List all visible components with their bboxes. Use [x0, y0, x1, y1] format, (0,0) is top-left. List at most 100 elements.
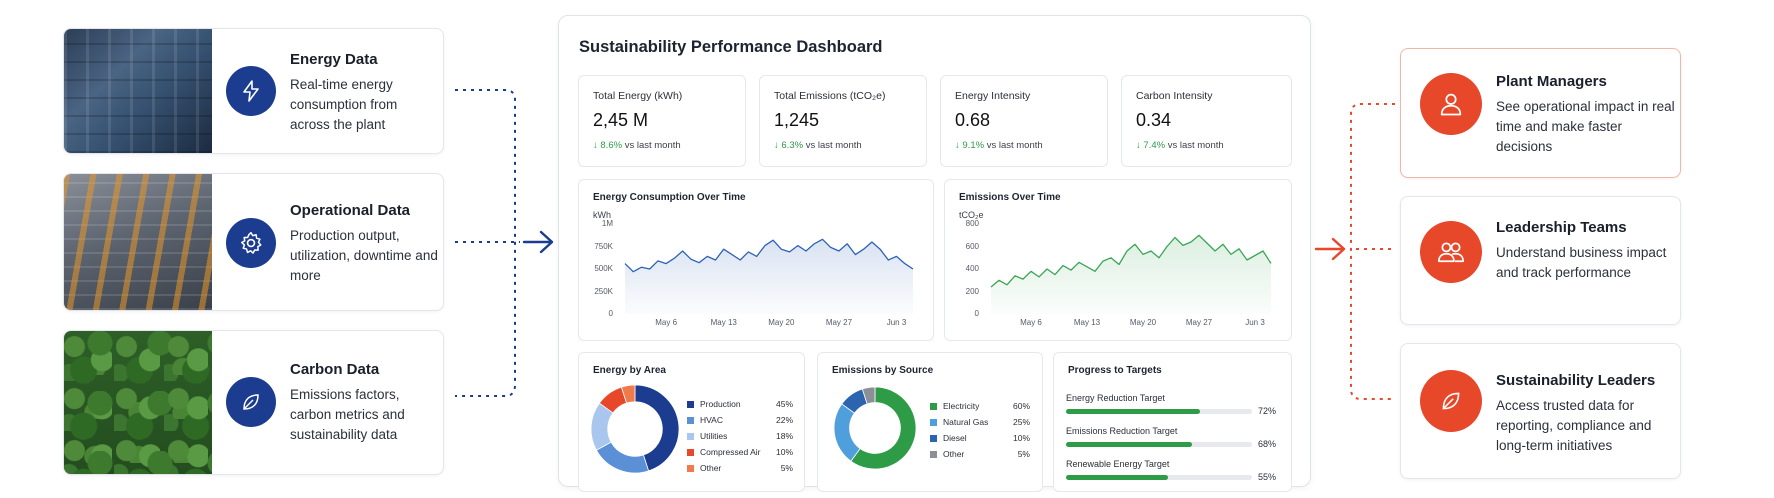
- x-tick-label: May 13: [1073, 318, 1101, 327]
- factory-pipes-photo: [64, 29, 212, 153]
- user-icon: [1420, 73, 1482, 135]
- audience-description: Access trusted data for reporting, compl…: [1496, 398, 1652, 453]
- legend-label: Production: [700, 399, 741, 409]
- energy-line-plot: [624, 238, 914, 314]
- legend-item: Production: [687, 399, 741, 409]
- emissions-line-plot: [990, 234, 1272, 314]
- legend-swatch: [930, 419, 937, 426]
- arrow-down-icon: ↓: [593, 140, 601, 151]
- target-progress-fill: [1066, 409, 1200, 414]
- kpi-delta-suffix: vs last month: [624, 140, 681, 151]
- kpi-delta: ↓ 6.3% vs last month: [774, 140, 862, 151]
- kpi-delta-suffix: vs last month: [986, 140, 1043, 151]
- arrow-down-icon: ↓: [1136, 140, 1144, 151]
- legend-item: Electricity: [930, 401, 979, 411]
- target-progress-fill: [1066, 475, 1169, 480]
- chart-title: Energy Consumption Over Time: [593, 192, 746, 203]
- audience-description: See operational impact in real time and …: [1496, 99, 1675, 154]
- source-title: Energy Data: [290, 51, 378, 68]
- legend-item: Compressed Air: [687, 447, 760, 457]
- donut-slice-other: [620, 384, 636, 404]
- emissions-over-time-chart[interactable]: Emissions Over Time tCO₂e 0 200 400 600 800 M…: [944, 179, 1292, 341]
- y-tick-label: 250K: [594, 286, 613, 296]
- kpi-card-energy-intensity[interactable]: Energy Intensity 0.68 ↓ 9.1% vs last mon…: [940, 75, 1108, 167]
- target-progress-fill: [1066, 442, 1193, 447]
- kpi-label: Total Emissions (tCO₂e): [774, 90, 886, 102]
- donut-slice-natural-gas: [833, 403, 861, 462]
- legend-swatch: [687, 449, 694, 456]
- source-card-energy[interactable]: Energy Data Real-time energy consumption…: [63, 28, 444, 154]
- gear-icon: [226, 218, 276, 268]
- series-area: [625, 239, 913, 314]
- donut-slice-electricity: [850, 386, 917, 470]
- y-tick-label: 400: [965, 264, 979, 273]
- source-description: Real-time energy consumption from across…: [290, 77, 398, 132]
- target-label: Energy Reduction Target: [1066, 393, 1165, 403]
- y-tick-label: 600: [965, 241, 979, 251]
- legend-value: 18%: [775, 431, 793, 441]
- legend-item: Other: [930, 449, 964, 459]
- x-tick-label: Jun 3: [886, 318, 907, 327]
- donut-slice-production: [634, 384, 680, 472]
- kpi-value: 2,45 M: [593, 110, 649, 130]
- target-progress-bar: [1066, 475, 1252, 480]
- target-label: Renewable Energy Target: [1066, 459, 1170, 469]
- lightning-icon: [226, 66, 276, 116]
- audience-description: Understand business impact and track per…: [1496, 245, 1667, 280]
- kpi-label: Total Energy (kWh): [593, 90, 683, 102]
- chart-y-unit: tCO₂e: [959, 210, 984, 220]
- kpi-delta-suffix: vs last month: [1167, 140, 1224, 151]
- legend-item: HVAC: [687, 415, 723, 425]
- kpi-card-total-energy[interactable]: Total Energy (kWh) 2,45 M ↓ 8.6% vs last…: [578, 75, 746, 167]
- target-value: 55%: [1258, 472, 1277, 482]
- legend-label: Other: [700, 463, 722, 473]
- source-title: Operational Data: [290, 202, 411, 219]
- kpi-delta-value: 6.3%: [781, 140, 804, 151]
- chart-title: Emissions Over Time: [959, 192, 1061, 203]
- target-value: 72%: [1258, 406, 1277, 416]
- audience-card-plant-managers[interactable]: Plant Managers See operational impact in…: [1400, 48, 1681, 178]
- legend-swatch: [687, 465, 694, 472]
- arrow-down-icon: ↓: [955, 140, 963, 151]
- kpi-card-carbon-intensity[interactable]: Carbon Intensity 0.34 ↓ 7.4% vs last mon…: [1121, 75, 1292, 167]
- forest-canopy-photo: [64, 331, 212, 474]
- leaf-icon: [1420, 370, 1482, 432]
- legend-value: 22%: [775, 415, 793, 425]
- legend-item: Natural Gas: [930, 417, 988, 427]
- y-tick-label: 500K: [594, 264, 613, 273]
- y-tick-label: 200: [965, 286, 979, 296]
- leaf-icon: [226, 377, 276, 427]
- source-card-operational[interactable]: Operational Data Production output, util…: [63, 173, 444, 311]
- target-label: Emissions Reduction Target: [1066, 426, 1178, 436]
- legend-swatch: [930, 451, 937, 458]
- source-card-carbon[interactable]: Carbon Data Emissions factors, carbon me…: [63, 330, 444, 475]
- audience-card-leadership-teams[interactable]: Leadership Teams Understand business imp…: [1400, 196, 1681, 325]
- progress-to-targets-panel[interactable]: Progress to Targets Energy Reduction Tar…: [1053, 352, 1292, 492]
- legend-value: 45%: [775, 399, 793, 409]
- x-tick-label: May 20: [1129, 318, 1157, 327]
- panel-title: Progress to Targets: [1068, 365, 1162, 376]
- kpi-value: 0.68: [955, 110, 991, 130]
- legend-value: 10%: [1012, 433, 1030, 443]
- x-tick-label: May 6: [1020, 318, 1042, 327]
- energy-by-area-panel[interactable]: Energy by Area Production 45% HVAC 22% U…: [578, 352, 805, 492]
- emissions-by-source-panel[interactable]: Emissions by Source Electricity 60% Natu…: [817, 352, 1043, 492]
- legend-label: Compressed Air: [700, 447, 761, 457]
- audience-title: Plant Managers: [1496, 73, 1607, 90]
- x-tick-label: Jun 3: [1245, 318, 1265, 327]
- kpi-delta-value: 9.1%: [962, 140, 985, 151]
- source-description: Production output, utilization, downtime…: [290, 228, 438, 283]
- series-area: [991, 235, 1271, 314]
- y-tick-label: 0: [974, 309, 979, 318]
- kpi-label: Energy Intensity: [955, 90, 1031, 102]
- legend-label: Utilities: [700, 431, 728, 441]
- kpi-value: 0.34: [1136, 110, 1172, 130]
- y-tick-label: 0: [608, 309, 613, 318]
- kpi-card-total-emissions[interactable]: Total Emissions (tCO₂e) 1,245 ↓ 6.3% vs …: [759, 75, 927, 167]
- energy-consumption-chart[interactable]: Energy Consumption Over Time kWh 0 250K 50…: [578, 179, 934, 341]
- audience-card-sustainability-leaders[interactable]: Sustainability Leaders Access trusted da…: [1400, 343, 1681, 479]
- donut-slice-other: [861, 386, 876, 405]
- legend-item: Diesel: [930, 433, 967, 443]
- legend-label: HVAC: [700, 415, 723, 425]
- kpi-delta: ↓ 7.4% vs last month: [1136, 140, 1224, 151]
